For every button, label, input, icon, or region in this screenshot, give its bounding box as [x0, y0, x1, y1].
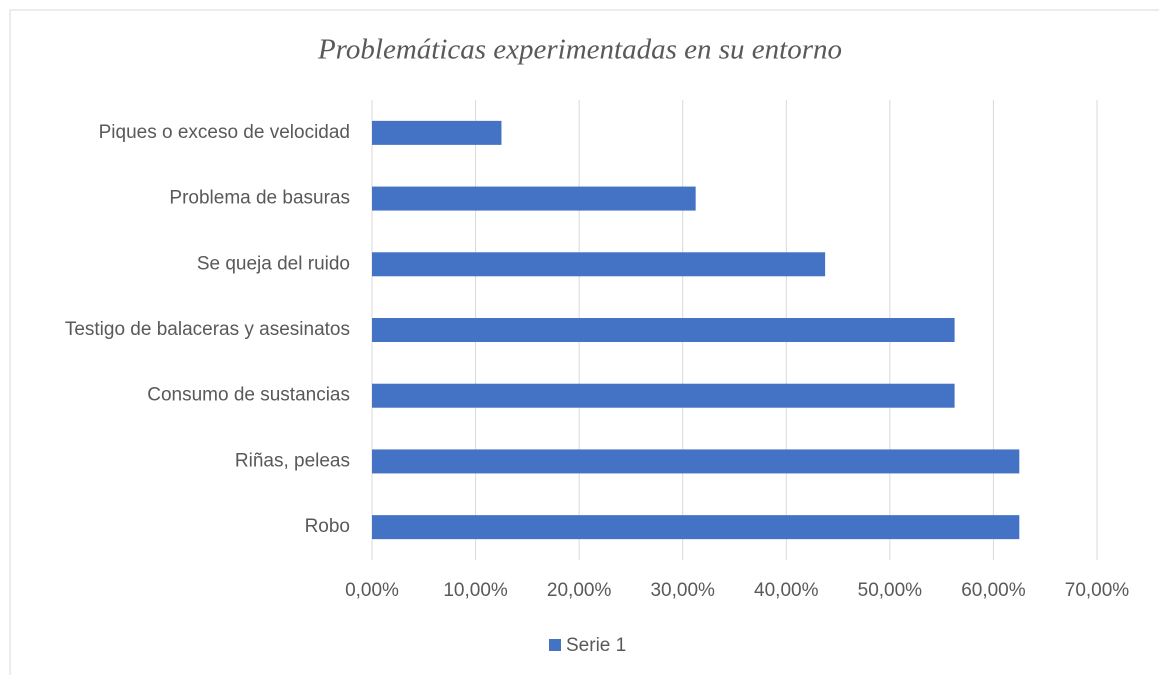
y-tick-label: Problema de basuras: [169, 188, 350, 209]
x-tick-label: 30,00%: [650, 580, 715, 601]
legend-swatch: [549, 639, 561, 651]
bar: [372, 252, 826, 277]
legend-label: Serie 1: [566, 635, 626, 656]
x-tick-label: 50,00%: [858, 580, 923, 601]
chart-border: [9, 9, 1159, 675]
y-tick-label: Piques o exceso de velocidad: [99, 122, 350, 143]
x-tick-label: 40,00%: [754, 580, 819, 601]
x-tick-label: 70,00%: [1065, 580, 1130, 601]
bar: [372, 318, 955, 342]
x-tick-label: 60,00%: [961, 580, 1026, 601]
y-tick-label: Robo: [305, 516, 350, 537]
bar: [372, 515, 1020, 540]
bar: [372, 449, 1020, 474]
y-tick-label: Riñas, peleas: [235, 450, 350, 471]
x-tick-label: 10,00%: [443, 580, 508, 601]
y-tick-label: Testigo de balaceras y asesinatos: [65, 319, 350, 340]
bar: [372, 186, 696, 211]
bar: [372, 120, 502, 145]
y-tick-label: Consumo de sustancias: [147, 385, 350, 406]
chart-title: Problemáticas experimentadas en su entor…: [317, 34, 842, 66]
bar: [372, 383, 955, 408]
x-tick-label: 0,00%: [345, 580, 399, 601]
y-tick-label: Se queja del ruido: [197, 253, 350, 274]
x-tick-label: 20,00%: [547, 580, 612, 601]
